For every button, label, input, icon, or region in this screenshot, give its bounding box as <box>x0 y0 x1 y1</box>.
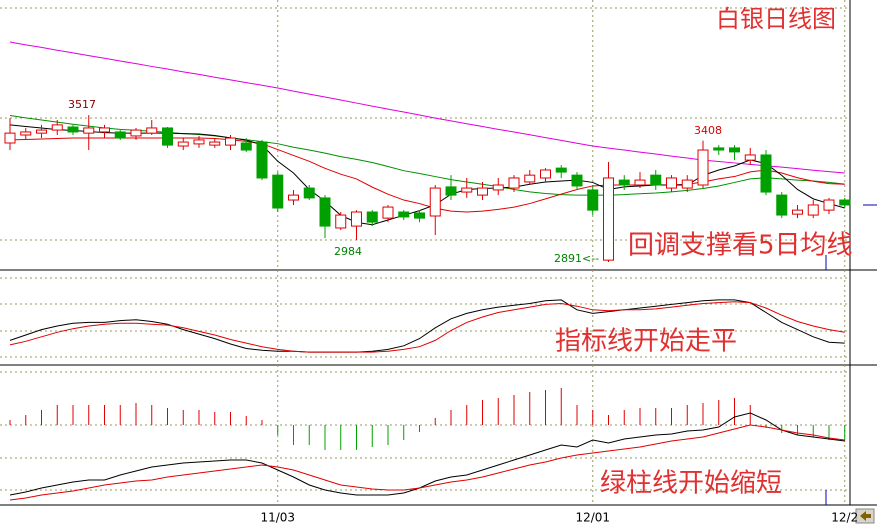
candle-body <box>603 177 614 261</box>
x-tick-label: 12/2 <box>831 511 858 525</box>
candle-body <box>792 209 803 215</box>
candle-body <box>618 179 630 186</box>
candle-body <box>51 124 63 131</box>
arrow-icon <box>860 511 871 521</box>
candle-body <box>744 154 756 161</box>
candle-body <box>823 199 835 211</box>
candle-body <box>839 199 851 206</box>
x-tick-label: 11/03 <box>260 511 295 525</box>
chart-title: 白银日线图 <box>716 5 836 33</box>
line <box>9 299 845 353</box>
line <box>9 412 845 496</box>
candle-body <box>20 131 32 136</box>
candle-body <box>162 127 173 146</box>
candle-body <box>99 127 110 133</box>
annotation: 回调支撑看5日均线 <box>628 231 853 261</box>
candle-body <box>382 206 394 219</box>
candle-body <box>650 174 662 186</box>
annotation: 2891<-- <box>554 252 599 265</box>
candle-body <box>587 189 599 211</box>
grid <box>0 7 850 491</box>
candle-body <box>508 177 520 189</box>
candle-body <box>4 132 16 144</box>
annotation: 2984 <box>334 245 362 258</box>
candle-body <box>477 187 488 196</box>
candle-body <box>240 142 252 151</box>
candle-body <box>634 179 646 186</box>
candle-body <box>445 186 457 196</box>
candle-body <box>760 154 772 193</box>
line <box>9 424 845 501</box>
annotation: 3408 <box>694 124 722 137</box>
candle-body <box>288 194 299 201</box>
candle-body <box>67 126 79 133</box>
candle-body <box>83 127 95 134</box>
candle-body <box>540 169 551 179</box>
annotation: 3517 <box>68 98 96 111</box>
candle-body <box>319 197 331 227</box>
candle-body <box>666 177 677 189</box>
candle-body <box>681 179 693 189</box>
candle-body <box>555 167 567 173</box>
candle-body <box>209 141 221 146</box>
candle-body <box>36 129 47 134</box>
candle-body <box>256 141 268 179</box>
candle-body <box>524 174 536 183</box>
candle-body <box>713 147 725 151</box>
candle-body <box>776 194 788 216</box>
candle-body <box>351 211 362 227</box>
candle-body <box>729 147 740 153</box>
candle-body <box>398 211 410 218</box>
candle-body <box>335 214 347 229</box>
candle-body <box>807 204 819 216</box>
candle-body <box>461 187 473 193</box>
candle-body <box>146 127 158 134</box>
candle-body <box>114 131 126 139</box>
candle-body <box>177 141 189 147</box>
annotation: 指标线开始走平 <box>555 327 737 357</box>
candle-body <box>225 137 236 146</box>
candle-body <box>303 187 315 199</box>
x-tick-label: 12/01 <box>575 511 610 525</box>
candle-body <box>272 174 284 209</box>
candle-body <box>193 139 205 145</box>
candle-body <box>492 184 504 191</box>
candle-body <box>414 212 425 219</box>
candle-body <box>366 211 378 223</box>
candle-body <box>130 129 142 137</box>
annotation: 绿柱线开始缩短 <box>600 469 782 499</box>
line <box>9 301 845 353</box>
candle-body <box>571 174 583 187</box>
candle-body <box>429 187 441 217</box>
candle-body <box>697 149 709 186</box>
